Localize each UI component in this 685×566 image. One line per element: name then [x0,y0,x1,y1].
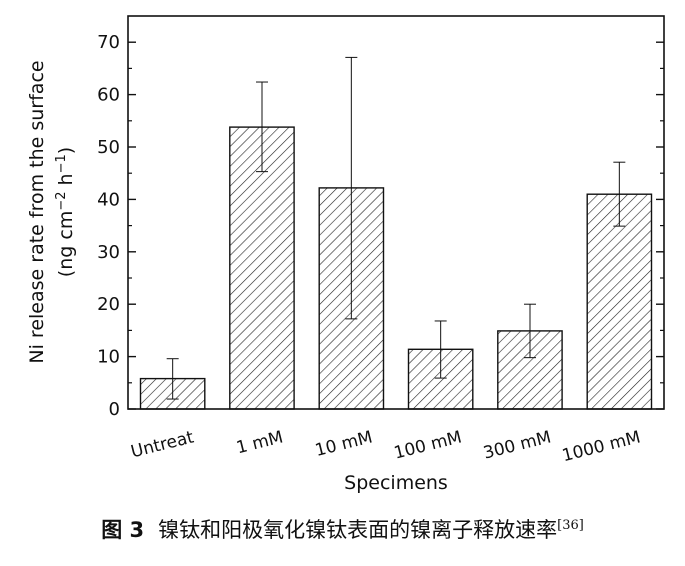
plot-frame [127,15,665,410]
figure-number: 图 3 [101,518,145,542]
y-axis: 0 10 20 30 40 50 60 70 [97,32,664,420]
x-axis-title: Specimens [344,472,448,494]
x-tick-label-0: Untreat [129,427,196,462]
y-tick-label-3: 30 [97,242,120,263]
y-tick-label-7: 70 [97,32,120,53]
error-bar-4 [524,303,536,359]
y-tick-label-5: 50 [97,137,120,158]
caption-text: 镍钛和阳极氧化镍钛表面的镍离子释放速率 [158,518,558,542]
y-tick-label-4: 40 [97,189,120,210]
error-bar-2 [345,56,358,320]
caption-reference: [36] [557,518,584,533]
bar-chart: 0 10 20 30 40 50 60 70 Untreat 1 mM 10 mM 100 mM 30… [26,15,665,494]
y-tick-label-0: 0 [109,399,120,420]
bars-layer [139,126,653,410]
x-tick-label-4: 300 mM [481,427,553,463]
y-tick-label-6: 60 [97,85,120,106]
error-bar-0 [166,358,179,400]
bar-1 [229,126,295,410]
y-axis-title: Ni release rate from the surface [26,60,48,363]
bar-3 [407,348,474,410]
y-axis-unit: (ng cm−2 h−1) [54,147,77,277]
x-tick-label-2: 10 mM [313,427,374,461]
x-tick-label-1: 1 mM [234,427,285,458]
error-bars-layer [166,56,626,400]
error-bar-3 [434,320,447,379]
error-bar-5 [613,161,626,227]
x-axis: Untreat 1 mM 10 mM 100 mM 300 mM 1000 mM [129,427,643,466]
figure-caption: 图 3 镍钛和阳极氧化镍钛表面的镍离子释放速率[36] [0,514,685,544]
y-tick-label-2: 20 [97,294,120,315]
y-tick-label-1: 10 [97,347,120,368]
x-tick-label-5: 1000 mM [560,427,642,466]
bar-5 [586,193,653,410]
error-bar-1 [256,81,268,173]
x-tick-label-3: 100 mM [392,427,464,463]
